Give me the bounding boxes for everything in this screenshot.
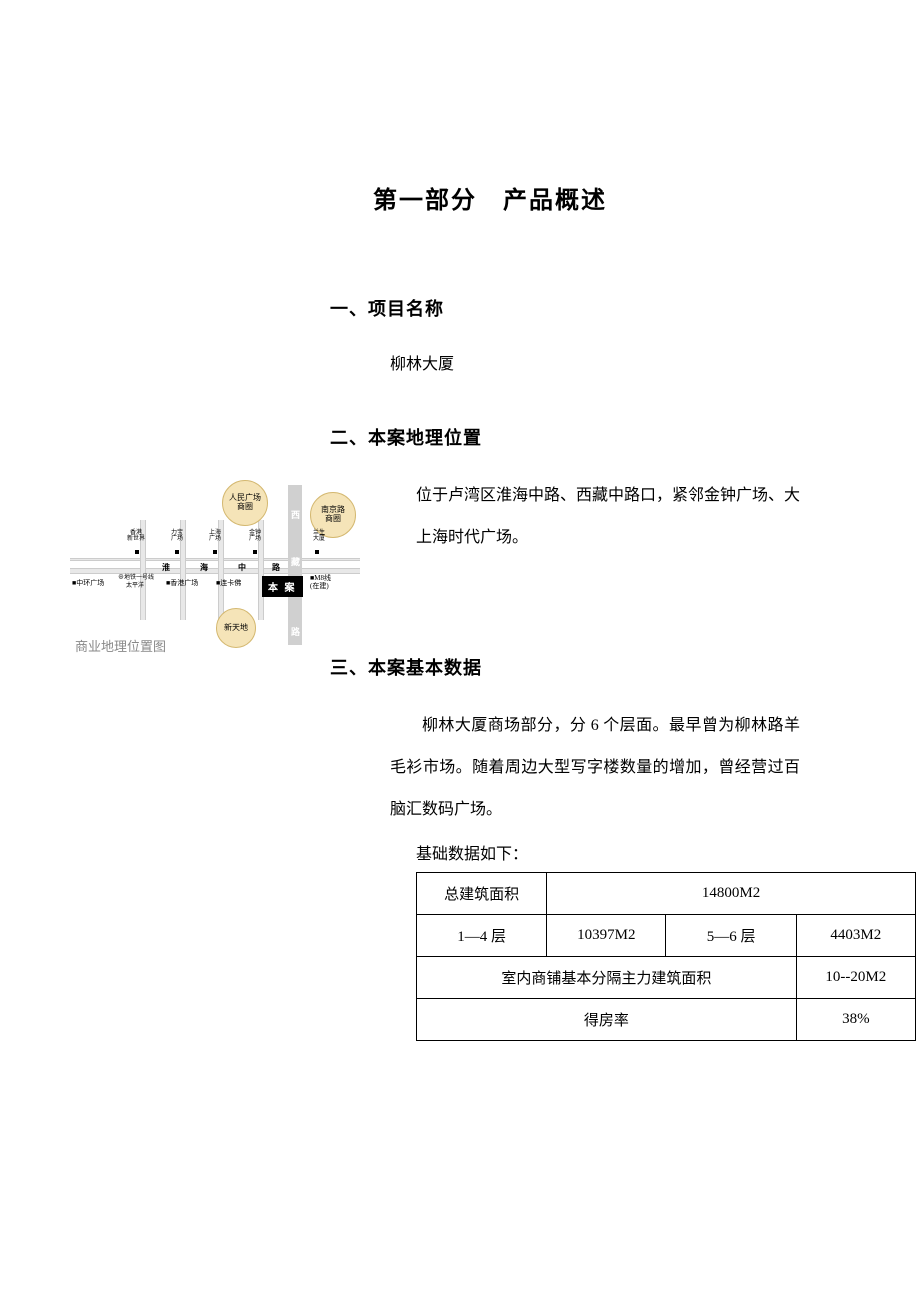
table-cell: 总建筑面积 — [417, 873, 547, 915]
table-cell: 5—6 层 — [666, 915, 796, 957]
table-cell: 室内商铺基本分隔主力建筑面积 — [417, 957, 797, 999]
table-cell: 10--20M2 — [796, 957, 915, 999]
label-liankafo: ■连卡佛 — [216, 578, 241, 588]
section3-text: 柳林大厦商场部分，分 6 个层面。最早曾为柳林路羊毛衫市场。随着周边大型写字楼数… — [390, 705, 800, 830]
road-char-huai: 淮 — [162, 562, 170, 573]
circle-renmin-label: 人民广场 商圈 — [229, 494, 261, 512]
marker-2 — [175, 550, 179, 554]
label-xianggangxin: 香港新世界 — [122, 530, 150, 542]
table-row: 1—4 层 10397M2 5—6 层 4403M2 — [417, 915, 916, 957]
circle-renmin: 人民广场 商圈 — [222, 480, 268, 526]
horizontal-road-2 — [70, 558, 360, 561]
road-char-hai: 海 — [200, 562, 208, 573]
circle-xintiandi: 新天地 — [216, 608, 256, 648]
label-zhonghuang: ■中环广场 — [72, 578, 104, 588]
table-cell: 1—4 层 — [417, 915, 547, 957]
label-taipingyang: 太平洋 — [126, 580, 144, 589]
marker-3 — [213, 550, 217, 554]
data-table: 总建筑面积 14800M2 1—4 层 10397M2 5—6 层 4403M2… — [416, 872, 916, 1041]
section2-heading: 二、本案地理位置 — [330, 424, 820, 450]
circle-xintiandi-label: 新天地 — [224, 624, 248, 633]
map-diagram: 淮 海 中 路 西 藏 路 人民广场 商圈 南京路 商圈 新天地 本 案 香港新… — [70, 480, 360, 650]
map-caption: 商业地理位置图 — [75, 636, 166, 655]
section1-text: 柳林大厦 — [390, 346, 820, 384]
label-libao: 力宝广场 — [164, 530, 190, 542]
table-intro: 基础数据如下： — [416, 840, 820, 864]
document-page: 第一部分 产品概述 一、项目名称 柳林大厦 二、本案地理位置 位于卢湾区淮海中路… — [0, 0, 920, 1101]
section3-heading: 三、本案基本数据 — [330, 654, 820, 680]
table-cell: 4403M2 — [796, 915, 915, 957]
section2-text: 位于卢湾区淮海中路、西藏中路口，紧邻金钟广场、大上海时代广场。 — [416, 475, 800, 558]
table-cell: 得房率 — [417, 999, 797, 1041]
table-cell: 14800M2 — [547, 873, 916, 915]
marker-1 — [135, 550, 139, 554]
location-map: 淮 海 中 路 西 藏 路 人民广场 商圈 南京路 商圈 新天地 本 案 香港新… — [70, 480, 360, 650]
road-char-zhong: 中 — [238, 562, 246, 573]
table-row: 总建筑面积 14800M2 — [417, 873, 916, 915]
main-title: 第一部分 产品概述 — [160, 180, 820, 215]
circle-nanjing-label: 南京路 商圈 — [321, 506, 345, 524]
road-char-xi: 西 — [291, 508, 300, 521]
label-xianggang: ■香港广场 — [166, 578, 198, 588]
road-char-zang: 藏 — [291, 555, 300, 568]
project-marker: 本 案 — [262, 576, 303, 597]
table-row: 室内商铺基本分隔主力建筑面积 10--20M2 — [417, 957, 916, 999]
label-lansheng: 兰生大厦 — [306, 530, 332, 542]
table-cell: 38% — [796, 999, 915, 1041]
label-shanghai: 上海广场 — [202, 530, 228, 542]
table-cell: 10397M2 — [547, 915, 666, 957]
road-char-lu: 路 — [272, 562, 280, 573]
road-char-lu2: 路 — [291, 625, 300, 638]
marker-5 — [315, 550, 319, 554]
section1-heading: 一、项目名称 — [330, 295, 820, 321]
label-jinzhong: 金钟广场 — [242, 530, 268, 542]
table-row: 得房率 38% — [417, 999, 916, 1041]
label-m8: ■M8线 (在建) — [310, 575, 331, 590]
marker-4 — [253, 550, 257, 554]
